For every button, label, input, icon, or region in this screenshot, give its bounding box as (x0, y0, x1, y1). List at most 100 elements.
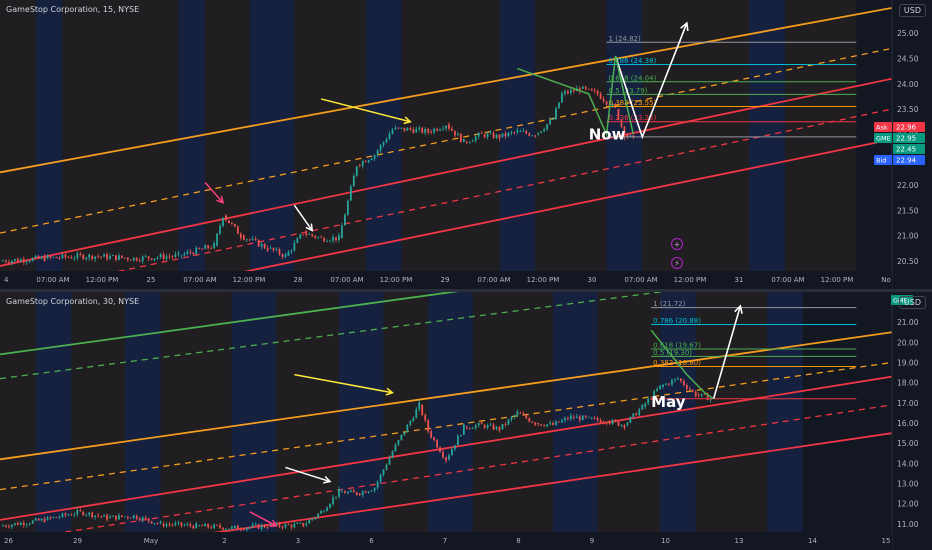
candle-body (308, 519, 311, 524)
bottom-currency-button[interactable]: USD (898, 296, 926, 309)
candle-body (299, 522, 302, 524)
candle-body (16, 259, 19, 262)
x-tick-label: 12:00 PM (821, 276, 854, 284)
candle-body (465, 427, 468, 429)
candle-body (46, 517, 49, 520)
candle-body (552, 119, 554, 120)
candle-body (135, 515, 138, 519)
candle-body (236, 226, 239, 234)
x-tick-label: 3 (296, 537, 300, 545)
session-band (71, 292, 125, 532)
candle-body (70, 514, 73, 516)
candle-body (43, 518, 46, 523)
candle-body (112, 255, 114, 257)
candle-body (379, 474, 382, 482)
candle-body (596, 417, 599, 421)
candle-body (397, 127, 400, 129)
candle-body (153, 523, 156, 524)
session-band (124, 292, 161, 532)
candle-body (531, 135, 534, 137)
candle-body (480, 132, 483, 134)
candle-body (635, 413, 638, 416)
candle-body (299, 234, 302, 239)
candle-body (632, 413, 635, 417)
candle-body (278, 249, 281, 255)
session-band (231, 292, 277, 532)
candle-body (593, 417, 596, 419)
price-tag-value: 22.96 (896, 124, 917, 132)
candle-body (58, 516, 61, 518)
candle-body (165, 256, 168, 259)
top-chart[interactable]: 1 (24.82) 0.786 (24.38) 0.618 (24.04) 0.5 (… (0, 0, 932, 289)
x-tick-label: 07:00 AM (330, 276, 363, 284)
candle-body (703, 393, 706, 395)
candle-body (242, 235, 245, 240)
candle-body (558, 421, 560, 423)
candle-body (257, 524, 260, 529)
candle-body (296, 523, 299, 524)
candle-body (599, 93, 602, 99)
bottom-chart-pane[interactable]: 1 (21.72) 0.786 (20.88) 0.618 (19.67) 0.5 (… (0, 292, 932, 550)
candle-body (623, 126, 626, 138)
candle-body (653, 391, 656, 399)
candle-body (590, 88, 593, 91)
candle-body (302, 234, 305, 236)
top-chart-pane[interactable]: 1 (24.82) 0.786 (24.38) 0.618 (24.04) 0.5 (… (0, 0, 932, 289)
candle-body (103, 515, 105, 517)
candle-body (409, 421, 412, 425)
candle-body (311, 518, 314, 520)
candle-body (614, 420, 617, 422)
candle-body (564, 91, 566, 94)
candle-body (358, 164, 361, 166)
candle-body (507, 132, 510, 137)
candle-body (25, 524, 28, 526)
candle-body (79, 509, 82, 511)
candle-body (287, 524, 290, 525)
candle-body (159, 521, 162, 524)
candle-body (385, 139, 388, 143)
projection-arrow (712, 305, 742, 400)
candle-body (346, 491, 349, 494)
candle-body (483, 425, 486, 428)
candle-body (281, 254, 284, 257)
candle-body (254, 524, 257, 526)
candle-body (391, 451, 394, 458)
pane-divider[interactable] (0, 289, 932, 292)
fib-level-label: 0.382 (23.55) (609, 99, 657, 107)
x-tick-label: 29 (441, 276, 450, 284)
session-band (695, 292, 768, 532)
candle-body (436, 128, 438, 131)
candle-body (245, 239, 248, 241)
candle-body (129, 517, 132, 519)
candle-body (599, 420, 602, 423)
time-axis (0, 271, 892, 289)
candle-body (513, 415, 516, 418)
candle-body (403, 432, 406, 435)
top-currency-button[interactable]: USD (898, 4, 926, 17)
candle-body (486, 133, 489, 138)
candle-body (638, 409, 641, 416)
candle-body (186, 524, 189, 525)
price-tag-label: GME (876, 135, 891, 143)
candle-body (468, 428, 471, 429)
candle-body (171, 256, 174, 258)
candle-body (549, 422, 551, 425)
candle-body (91, 512, 94, 518)
price-tag-bg (893, 144, 925, 154)
candle-body (305, 233, 308, 235)
candle-body (31, 520, 34, 524)
candle-body (302, 522, 305, 527)
candle-body (55, 256, 58, 258)
candle-body (373, 488, 376, 491)
bottom-chart[interactable]: 1 (21.72) 0.786 (20.88) 0.618 (19.67)0.5 (… (0, 292, 932, 550)
pointer-arrow (293, 204, 313, 231)
candle-body (52, 517, 55, 518)
candle-body (239, 529, 242, 530)
y-tick-label: 21.50 (897, 206, 919, 215)
candle-body (94, 515, 97, 518)
candle-body (415, 128, 418, 133)
price-tag-label-bg (874, 155, 892, 165)
pointer-arrowhead (305, 223, 314, 232)
session-band (338, 292, 384, 532)
time-axis (0, 532, 892, 550)
